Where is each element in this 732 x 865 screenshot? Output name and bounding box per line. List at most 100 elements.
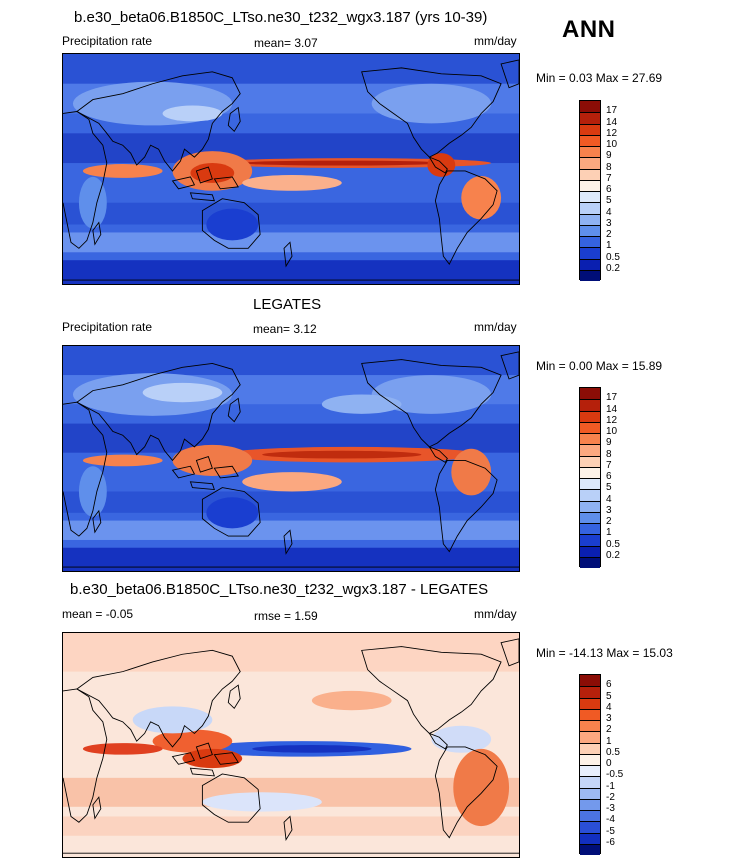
panel3-units: mm/day [474,607,517,621]
colorbar-swatch [580,489,600,501]
colorbar-tick-label: 4 [606,206,612,218]
band [63,491,519,513]
colorbar-tick-label: 0.5 [606,746,620,758]
band [63,520,519,540]
colorbar-swatch [580,675,600,687]
colorbar-tick-label: 3 [606,713,612,724]
map-field [63,346,519,571]
panel3-title: b.e30_beta06.B1850C_LTso.ne30_t232_wgx3.… [70,581,489,598]
colorbar-tick-label: 6 [606,471,612,482]
colorbar-swatch [580,157,600,169]
coastline-path [63,401,108,537]
colorbar-swatch [580,191,600,203]
colorbar-swatch [580,798,600,810]
coastline-path [434,170,498,266]
colorbar-swatch [580,753,600,765]
colorbar-tick-label: 17 [606,392,618,404]
colorbar-swatch [580,686,600,698]
colorbar-tick-label: 8 [606,161,612,173]
coastline-path [76,71,241,172]
coastline-path [227,397,241,423]
colorbar-tick-label: 3 [606,217,612,229]
colorbar-tick-label: 7 [606,459,612,471]
colorbar-tick-label: 17 [606,105,618,117]
diff-blob [453,748,510,827]
colorbar-swatch [580,478,600,490]
diff-blob [132,706,213,734]
panel1-units: mm/day [474,34,517,48]
coastline-path [195,166,213,184]
warm-pool [172,444,253,476]
panel3-map [62,632,520,858]
panel1-left-label: Precipitation rate [62,34,153,48]
band [63,202,519,225]
spcz [242,174,342,191]
coastline-path [189,481,215,491]
panel2-center-label: mean= 3.12 [253,322,317,336]
colorbar-tick-label: 12 [606,414,618,426]
central-america [427,153,456,177]
panel2-colorbar [579,387,601,568]
coastline-path [189,192,215,202]
coastline-path [76,649,241,748]
itcz-core [262,450,422,459]
colorbar-swatch [580,399,600,411]
coastline-path [283,815,293,841]
colorbar-swatch [580,388,600,400]
diff-blob [182,748,243,769]
colorbar-swatch [580,179,600,191]
band [63,54,519,84]
colorbar-swatch [580,410,600,422]
colorbar-swatch [580,843,600,855]
indian-ocean [82,164,163,178]
coastline-path [500,351,519,380]
panel3-map-svg [63,633,519,857]
colorbar-swatch [580,731,600,743]
colorbar-swatch [580,821,600,833]
coastline-path [213,465,239,479]
colorbar-tick-label: 10 [606,139,618,150]
coastline-path [195,456,213,473]
amazon [461,175,502,220]
pacific-storm-track [321,394,402,414]
colorbar-swatch [580,123,600,135]
land-shade [206,208,259,241]
colorbar-tick-label: 3 [606,504,612,516]
colorbar-tick-label: 1 [606,735,612,747]
colorbar-swatch [580,269,600,281]
colorbar-tick-label: 0.2 [606,549,620,561]
panel1-map-svg [63,54,519,284]
coastline-path [92,796,102,820]
colorbar-tick-label: 14 [606,403,618,415]
coastline-path [500,59,519,89]
colorbar-tick-label: 4 [606,701,612,713]
colorbar-tick-label: -4 [606,814,615,826]
coastline-path [63,688,108,823]
colorbar-tick-label: 9 [606,437,612,449]
colorbar-swatch [580,832,600,844]
panel2-left-label: Precipitation rate [62,320,153,334]
spcz [242,472,342,492]
coastline-path [171,752,196,765]
coastline-path [201,773,261,823]
colorbar-tick-label: -2 [606,791,615,803]
coastlines [63,638,519,854]
diff-blob [82,743,163,755]
land-shade [371,83,492,124]
colorbar-tick-label: 10 [606,426,618,437]
panel3-left-label: mean = -0.05 [62,607,134,621]
indian-ocean [82,454,163,467]
panel2-map [62,345,520,572]
panel1-center-label: mean= 3.07 [254,36,318,50]
colorbar-swatch [580,112,600,124]
coastlines [63,59,519,281]
colorbar-tick-label: 0.5 [606,538,620,550]
panel2-minmax: Min = 0.00 Max = 15.89 [536,359,663,373]
panel2-map-svg [63,346,519,571]
coastline-path [428,732,448,750]
coastline-path [171,176,196,190]
colorbar-swatch [580,444,600,456]
coastline-path [361,67,502,158]
colorbar-swatch [580,455,600,467]
colorbar-swatch [580,545,600,557]
